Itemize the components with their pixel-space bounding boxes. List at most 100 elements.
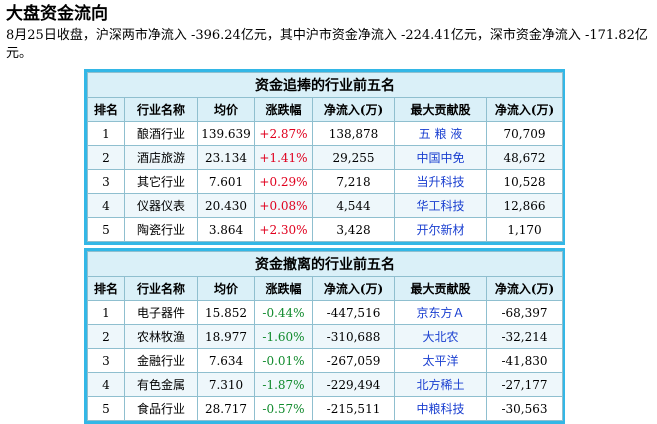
table-row: 3 其它行业 7.601 +0.29% 7,218 当升科技 10,528 xyxy=(87,169,564,194)
top-stock-link[interactable]: 华工科技 xyxy=(394,193,487,218)
change-cell: +1.41% xyxy=(254,145,313,170)
col-header-change: 涨跌幅 xyxy=(254,97,313,122)
top-stock-link[interactable]: 中国中免 xyxy=(394,145,487,170)
change-cell: -1.60% xyxy=(254,324,313,349)
industry-cell: 农林牧渔 xyxy=(124,324,198,349)
net-cell: -215,511 xyxy=(312,396,395,421)
price-cell: 15.852 xyxy=(197,300,255,325)
price-cell: 18.977 xyxy=(197,324,255,349)
stock-net-cell: 10,528 xyxy=(485,169,564,194)
price-cell: 7.601 xyxy=(197,169,255,194)
industry-cell: 陶瓷行业 xyxy=(124,217,198,242)
top-stock-link[interactable]: 五 粮 液 xyxy=(394,121,487,146)
rank-cell: 3 xyxy=(87,348,125,373)
rank-cell: 4 xyxy=(87,372,125,397)
stock-net-cell: -27,177 xyxy=(485,372,564,397)
change-cell: -0.57% xyxy=(254,396,313,421)
stock-net-cell: 12,866 xyxy=(485,193,564,218)
change-cell: -1.87% xyxy=(254,372,313,397)
price-cell: 139.639 xyxy=(197,121,255,146)
page-title: 大盘资金流向 xyxy=(6,4,108,24)
stock-net-cell: 1,170 xyxy=(485,217,564,242)
rank-cell: 3 xyxy=(87,169,125,194)
net-cell: 29,255 xyxy=(312,145,395,170)
stock-net-cell: 70,709 xyxy=(485,121,564,146)
price-cell: 20.430 xyxy=(197,193,255,218)
table-row: 1 电子器件 15.852 -0.44% -447,516 京东方Ａ -68,3… xyxy=(87,300,564,325)
price-cell: 7.634 xyxy=(197,348,255,373)
col-header-rank: 排名 xyxy=(87,97,125,122)
price-cell: 28.717 xyxy=(197,396,255,421)
stock-net-cell: -41,830 xyxy=(485,348,564,373)
net-cell: -229,494 xyxy=(312,372,395,397)
rank-cell: 1 xyxy=(87,300,125,325)
col-header-industry: 行业名称 xyxy=(124,97,198,122)
col-header-net: 净流入(万) xyxy=(312,276,395,301)
change-cell: +0.29% xyxy=(254,169,313,194)
col-header-stock-net: 净流入(万) xyxy=(485,276,564,301)
col-header-top-stock: 最大贡献股 xyxy=(394,97,487,122)
net-cell: 138,878 xyxy=(312,121,395,146)
rank-cell: 5 xyxy=(87,396,125,421)
table-row: 2 农林牧渔 18.977 -1.60% -310,688 大北农 -32,21… xyxy=(87,324,564,349)
top-stock-link[interactable]: 太平洋 xyxy=(394,348,487,373)
industry-cell: 仪器仪表 xyxy=(124,193,198,218)
net-cell: 3,428 xyxy=(312,217,395,242)
table-row: 1 酿酒行业 139.639 +2.87% 138,878 五 粮 液 70,7… xyxy=(87,121,564,146)
net-cell: -310,688 xyxy=(312,324,395,349)
col-header-change: 涨跌幅 xyxy=(254,276,313,301)
col-header-industry: 行业名称 xyxy=(124,276,198,301)
table-row: 4 有色金属 7.310 -1.87% -229,494 北方稀土 -27,17… xyxy=(87,372,564,397)
top-stock-link[interactable]: 京东方Ａ xyxy=(394,300,487,325)
top-stock-link[interactable]: 北方稀土 xyxy=(394,372,487,397)
industry-cell: 金融行业 xyxy=(124,348,198,373)
change-cell: -0.44% xyxy=(254,300,313,325)
net-cell: 4,544 xyxy=(312,193,395,218)
col-header-top-stock: 最大贡献股 xyxy=(394,276,487,301)
net-cell: 7,218 xyxy=(312,169,395,194)
stock-net-cell: -32,214 xyxy=(485,324,564,349)
top-stock-link[interactable]: 当升科技 xyxy=(394,169,487,194)
rank-cell: 5 xyxy=(87,217,125,242)
industry-cell: 酒店旅游 xyxy=(124,145,198,170)
industry-cell: 酿酒行业 xyxy=(124,121,198,146)
rank-cell: 1 xyxy=(87,121,125,146)
change-cell: +2.87% xyxy=(254,121,313,146)
rank-cell: 4 xyxy=(87,193,125,218)
stock-net-cell: 48,672 xyxy=(485,145,564,170)
industry-cell: 其它行业 xyxy=(124,169,198,194)
top-stock-link[interactable]: 大北农 xyxy=(394,324,487,349)
outflow-table: 资金撤离的行业前五名 排名 行业名称 均价 涨跌幅 净流入(万) 最大贡献股 净… xyxy=(86,251,564,421)
stock-net-cell: -68,397 xyxy=(485,300,564,325)
change-cell: +0.08% xyxy=(254,193,313,218)
market-summary: 8月25日收盘，沪深两市净流入 -396.24亿元，其中沪市资金净流入 -224… xyxy=(6,28,648,61)
industry-cell: 食品行业 xyxy=(124,396,198,421)
change-cell: +2.30% xyxy=(254,217,313,242)
table-row: 4 仪器仪表 20.430 +0.08% 4,544 华工科技 12,866 xyxy=(87,193,564,218)
rank-cell: 2 xyxy=(87,324,125,349)
top-stock-link[interactable]: 开尔新材 xyxy=(394,217,487,242)
price-cell: 7.310 xyxy=(197,372,255,397)
industry-cell: 电子器件 xyxy=(124,300,198,325)
col-header-price: 均价 xyxy=(197,276,255,301)
price-cell: 23.134 xyxy=(197,145,255,170)
col-header-price: 均价 xyxy=(197,97,255,122)
net-cell: -447,516 xyxy=(312,300,395,325)
top-stock-link[interactable]: 中粮科技 xyxy=(394,396,487,421)
rank-cell: 2 xyxy=(87,145,125,170)
col-header-net: 净流入(万) xyxy=(312,97,395,122)
stock-net-cell: -30,563 xyxy=(485,396,564,421)
col-header-rank: 排名 xyxy=(87,276,125,301)
col-header-stock-net: 净流入(万) xyxy=(485,97,564,122)
table-row: 5 陶瓷行业 3.864 +2.30% 3,428 开尔新材 1,170 xyxy=(87,217,564,242)
net-cell: -267,059 xyxy=(312,348,395,373)
outflow-table-title: 资金撤离的行业前五名 xyxy=(86,251,564,277)
price-cell: 3.864 xyxy=(197,217,255,242)
table-row: 2 酒店旅游 23.134 +1.41% 29,255 中国中免 48,672 xyxy=(87,145,564,170)
table-row: 3 金融行业 7.634 -0.01% -267,059 太平洋 -41,830 xyxy=(87,348,564,373)
industry-cell: 有色金属 xyxy=(124,372,198,397)
change-cell: -0.01% xyxy=(254,348,313,373)
inflow-table: 资金追捧的行业前五名 排名 行业名称 均价 涨跌幅 净流入(万) 最大贡献股 净… xyxy=(86,72,564,242)
inflow-table-title: 资金追捧的行业前五名 xyxy=(86,72,564,98)
outflow-panel: 资金撤离的行业前五名 排名 行业名称 均价 涨跌幅 净流入(万) 最大贡献股 净… xyxy=(84,248,565,424)
